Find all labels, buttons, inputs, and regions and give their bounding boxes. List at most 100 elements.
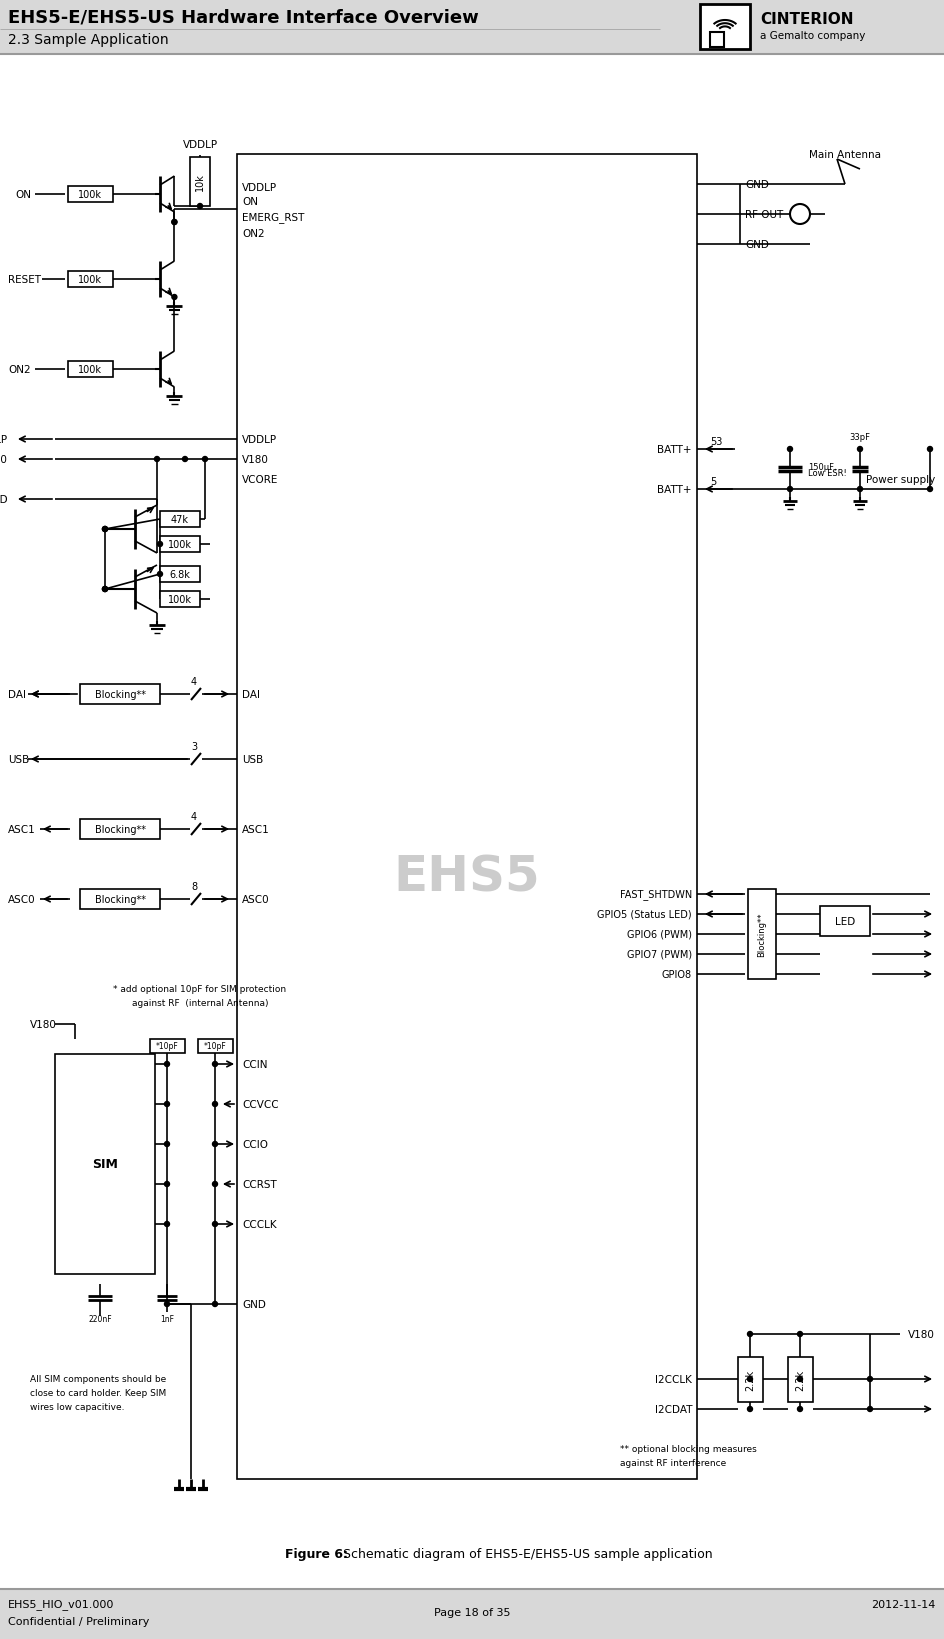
Text: EHS5_HIO_v01.000: EHS5_HIO_v01.000 bbox=[8, 1598, 114, 1609]
Text: Page 18 of 35: Page 18 of 35 bbox=[433, 1606, 510, 1618]
Text: V180: V180 bbox=[0, 454, 8, 465]
Text: I2CDAT: I2CDAT bbox=[654, 1405, 691, 1414]
Text: 100k: 100k bbox=[78, 365, 102, 375]
Text: Blocking**: Blocking** bbox=[757, 913, 766, 957]
Text: 2.3 Sample Application: 2.3 Sample Application bbox=[8, 33, 168, 48]
Text: 8: 8 bbox=[191, 882, 197, 892]
Text: ON: ON bbox=[242, 197, 258, 207]
Circle shape bbox=[856, 447, 862, 452]
Circle shape bbox=[102, 587, 108, 592]
Circle shape bbox=[158, 543, 162, 547]
Text: Blocking**: Blocking** bbox=[94, 824, 145, 834]
Bar bbox=[190, 157, 210, 207]
Bar bbox=[0, 0, 944, 56]
Text: RF OUT: RF OUT bbox=[744, 210, 783, 220]
Text: 47k: 47k bbox=[171, 515, 189, 524]
Circle shape bbox=[202, 457, 208, 462]
Circle shape bbox=[212, 1101, 217, 1106]
Bar bbox=[160, 536, 200, 552]
Text: GND: GND bbox=[744, 180, 768, 190]
Bar bbox=[160, 592, 200, 608]
Text: 6.8k: 6.8k bbox=[169, 570, 191, 580]
Bar bbox=[80, 685, 160, 705]
Text: against RF interference: against RF interference bbox=[619, 1459, 726, 1467]
Text: DAI: DAI bbox=[242, 690, 260, 700]
Text: 1nF: 1nF bbox=[160, 1314, 174, 1324]
Text: 100k: 100k bbox=[168, 539, 192, 549]
Bar bbox=[160, 567, 200, 582]
Text: CCVCC: CCVCC bbox=[242, 1100, 278, 1110]
Bar bbox=[198, 1039, 233, 1054]
Text: CCCLK: CCCLK bbox=[242, 1219, 277, 1229]
Text: VDDLP: VDDLP bbox=[182, 139, 217, 149]
Text: *10pF: *10pF bbox=[203, 1042, 227, 1051]
Bar bbox=[55, 1054, 155, 1274]
Text: CCIN: CCIN bbox=[242, 1059, 267, 1069]
Circle shape bbox=[856, 487, 862, 492]
Circle shape bbox=[172, 220, 177, 225]
Circle shape bbox=[102, 528, 108, 533]
Circle shape bbox=[197, 205, 202, 210]
Circle shape bbox=[786, 487, 792, 492]
Text: GND: GND bbox=[242, 1300, 265, 1310]
Text: 33pF: 33pF bbox=[849, 433, 869, 443]
Text: wires low capacitive.: wires low capacitive. bbox=[30, 1403, 125, 1411]
Text: 5: 5 bbox=[709, 477, 716, 487]
Text: 220nF: 220nF bbox=[88, 1314, 111, 1324]
Bar bbox=[819, 906, 869, 936]
Text: LED: LED bbox=[834, 916, 854, 926]
Text: * add optional 10pF for SIM protection: * add optional 10pF for SIM protection bbox=[113, 985, 286, 993]
Text: 2012-11-14: 2012-11-14 bbox=[869, 1600, 934, 1609]
Text: Schematic diagram of EHS5-E/EHS5-US sample application: Schematic diagram of EHS5-E/EHS5-US samp… bbox=[334, 1547, 712, 1560]
Bar bbox=[67, 362, 112, 377]
Text: Power supply: Power supply bbox=[865, 475, 934, 485]
Text: *10pF: *10pF bbox=[156, 1042, 178, 1051]
Bar bbox=[0, 1590, 944, 1639]
Text: FAST_SHTDWN: FAST_SHTDWN bbox=[619, 888, 691, 900]
Text: 4: 4 bbox=[191, 677, 197, 687]
Bar bbox=[237, 156, 697, 1478]
Text: Confidential / Preliminary: Confidential / Preliminary bbox=[8, 1616, 149, 1626]
Text: ASC1: ASC1 bbox=[8, 824, 36, 834]
Text: against RF  (internal Antenna): against RF (internal Antenna) bbox=[131, 998, 268, 1008]
Text: 53: 53 bbox=[709, 436, 721, 447]
Text: USB: USB bbox=[8, 754, 29, 764]
Text: BATT+: BATT+ bbox=[657, 444, 691, 454]
Circle shape bbox=[212, 1182, 217, 1187]
Text: 4: 4 bbox=[191, 811, 197, 821]
Text: Main Antenna: Main Antenna bbox=[808, 149, 880, 161]
Text: V180: V180 bbox=[242, 454, 269, 465]
Text: SIM: SIM bbox=[92, 1157, 118, 1170]
Bar bbox=[709, 33, 723, 48]
Text: EHS5: EHS5 bbox=[394, 852, 540, 901]
Text: DAI: DAI bbox=[8, 690, 26, 700]
Circle shape bbox=[797, 1406, 801, 1411]
Circle shape bbox=[164, 1142, 169, 1147]
Text: VDDLP: VDDLP bbox=[242, 434, 277, 444]
Circle shape bbox=[786, 447, 792, 452]
Bar bbox=[150, 1039, 185, 1054]
Text: USB: USB bbox=[242, 754, 263, 764]
Circle shape bbox=[212, 1221, 217, 1226]
Text: 2.2k: 2.2k bbox=[794, 1369, 804, 1390]
Circle shape bbox=[867, 1406, 871, 1411]
Bar bbox=[80, 890, 160, 910]
Text: 100k: 100k bbox=[78, 190, 102, 200]
Text: 3: 3 bbox=[191, 741, 197, 752]
Text: EMERG_RST: EMERG_RST bbox=[242, 213, 304, 223]
Text: BATT+: BATT+ bbox=[657, 485, 691, 495]
Text: ON2: ON2 bbox=[242, 229, 264, 239]
Text: 100k: 100k bbox=[78, 275, 102, 285]
Text: RESET: RESET bbox=[8, 275, 41, 285]
Circle shape bbox=[102, 587, 108, 592]
Text: ON2: ON2 bbox=[8, 365, 30, 375]
Circle shape bbox=[926, 487, 932, 492]
Text: GPIO8: GPIO8 bbox=[661, 969, 691, 980]
Text: Blocking**: Blocking** bbox=[94, 895, 145, 905]
Circle shape bbox=[867, 1377, 871, 1382]
Bar bbox=[700, 5, 750, 49]
Text: VCORE: VCORE bbox=[242, 475, 278, 485]
Bar bbox=[748, 890, 775, 980]
Text: Blocking**: Blocking** bbox=[94, 690, 145, 700]
Text: 10k: 10k bbox=[194, 174, 205, 192]
